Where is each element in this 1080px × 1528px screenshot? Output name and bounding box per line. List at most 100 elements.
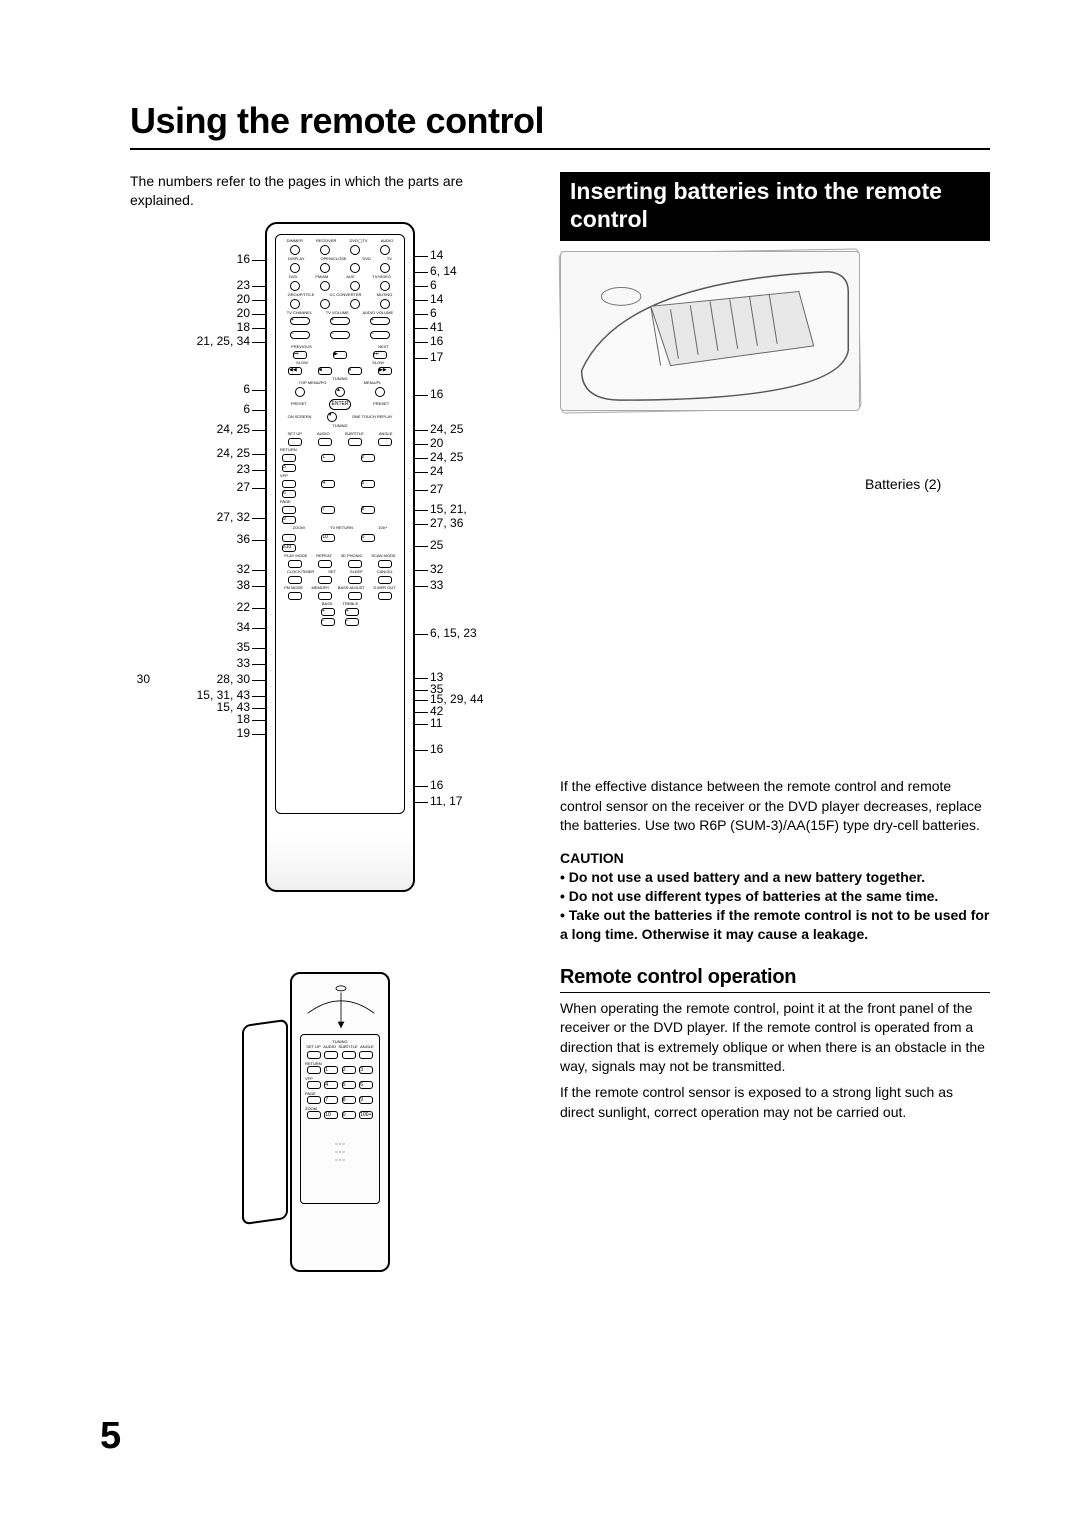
label-audio: AUDIO [381, 239, 394, 243]
label-topmenu: TOP MENU/PG [299, 381, 327, 385]
flip-angle: ANGLE [360, 1044, 374, 1049]
operation-paragraph-1: When operating the remote control, point… [560, 999, 990, 1077]
label-scanmode: SCAN MODE [371, 554, 395, 558]
callout-left: 20 [130, 306, 250, 320]
callout-right: 6 [430, 306, 540, 320]
callout-left: 16 [130, 252, 250, 266]
label-tvreturn: TV RETURN [330, 526, 353, 530]
label-playmode: PLAY MODE [284, 554, 307, 558]
label-onscreen: ON SCREEN [288, 415, 312, 419]
callout-right: 20 [430, 436, 540, 450]
callout-right: 14 [430, 292, 540, 306]
btn-volplus2: + [330, 317, 350, 325]
label-ccconv: CC CONVERTER [329, 293, 361, 297]
callout-right: 14 [430, 248, 540, 262]
two-column-layout: The numbers refer to the pages in which … [130, 172, 990, 1282]
callout-left: 36 [130, 532, 250, 546]
callout-right: 27, 36 [430, 516, 540, 530]
label-aux: AUX [346, 275, 354, 279]
label-next: NEXT [378, 345, 389, 349]
label-dimmer: DIMMER [287, 239, 303, 243]
flip-arrow-icon [296, 980, 386, 1030]
left-column: The numbers refer to the pages in which … [130, 172, 530, 1282]
callout-left: 21, 25, 34 [130, 334, 250, 348]
label-muting: MUTING [377, 293, 393, 297]
flip-panel: TUNING SET UP AUDIO SUBTITLE ANGLE RETUR… [300, 1034, 380, 1204]
label-grouptitle: GROUP/TITLE [288, 293, 315, 297]
label-tvvideo: TV/VIDEO [372, 275, 391, 279]
callout-left: 33 [130, 656, 250, 670]
remote-button-panel: DIMMER RECEIVER DVD◯TV AUDIO DISPLAY OPE… [275, 234, 405, 814]
flip-subtitle: SUBTITLE [338, 1044, 357, 1049]
callout-left: 32 [130, 562, 250, 576]
label-subtitle: SUBTITLE [345, 432, 364, 436]
label-dvd: DVD [362, 257, 370, 261]
label-swfrout: S.WFR OUT [373, 586, 395, 590]
btn-volplus: + [290, 317, 310, 325]
right-column: Inserting batteries into the remote cont… [560, 172, 990, 1282]
label-receiver: RECEIVER [316, 239, 336, 243]
callout-left: 20 [130, 292, 250, 306]
caution-list: Do not use a used battery and a new batt… [560, 868, 990, 944]
callout-right: 16 [430, 387, 540, 401]
battery-fig-3 [560, 251, 860, 411]
remote-body-outline: DIMMER RECEIVER DVD◯TV AUDIO DISPLAY OPE… [265, 222, 415, 892]
label-dvd2: DVD [289, 275, 297, 279]
callout-right: 25 [430, 538, 540, 552]
label-audio2: AUDIO [317, 432, 330, 436]
label-audiovolume: AUDIO VOLUME [362, 311, 393, 315]
callout-left: 38 [130, 578, 250, 592]
label-setup: SET UP [288, 432, 302, 436]
label-sleep: SLEEP [350, 570, 363, 574]
operation-paragraph-2: If the remote control sensor is exposed … [560, 1083, 990, 1122]
callout-left: 22 [130, 600, 250, 614]
label-display: DISPLAY [288, 257, 305, 261]
callout-right: 24, 25 [430, 422, 540, 436]
label-set: SET [328, 570, 336, 574]
intro-text: The numbers refer to the pages in which … [130, 172, 530, 210]
battery-paragraph: If the effective distance between the re… [560, 777, 990, 836]
label-clocktimer: CLOCK/TIMER [287, 570, 314, 574]
callout-left: 24, 25 [130, 422, 250, 436]
callout-right: 15, 21, [430, 502, 540, 516]
label-tvchannel: TV CHANNEL [287, 311, 312, 315]
caution-item: Do not use a used battery and a new batt… [560, 868, 990, 887]
label-bassadjust: BASS ADJUST [338, 586, 365, 590]
callout-left: 27 [130, 480, 250, 494]
label-menupl: MENU/PL [364, 381, 382, 385]
page-number: 5 [100, 1415, 121, 1458]
callout-left: 30 [100, 672, 150, 686]
callout-left: 35 [130, 640, 250, 654]
flip-side-view [242, 1019, 288, 1225]
callout-left: 24, 25 [130, 446, 250, 460]
flip-front-view: TUNING SET UP AUDIO SUBTITLE ANGLE RETUR… [290, 972, 390, 1272]
callout-left: 6 [130, 402, 250, 416]
label-openclose: OPEN/CLOSE [321, 257, 347, 261]
callout-right: 16 [430, 742, 540, 756]
label-tvvolume: TV VOLUME [326, 311, 349, 315]
label-angle: ANGLE [379, 432, 393, 436]
subsection-heading-operation: Remote control operation [560, 966, 990, 993]
battery-insertion-figures: Batteries (2) [560, 251, 990, 771]
callout-right: 6 [430, 278, 540, 292]
callout-right: 24, 25 [430, 450, 540, 464]
label-presetl: PRESET [291, 402, 307, 406]
label-100plus: 100+ [378, 526, 387, 530]
label-bass: BASS [322, 602, 333, 606]
label-presetr: PRESET [373, 402, 389, 406]
callout-left: 27, 32 [130, 510, 250, 524]
label-3dphonic: 3D PHONIC [341, 554, 363, 558]
callout-right: 27 [430, 482, 540, 496]
callout-left: 23 [130, 462, 250, 476]
label-repeat: REPEAT [316, 554, 332, 558]
label-slowr: SLOW [372, 361, 384, 365]
callout-left: 34 [130, 620, 250, 634]
callout-right: 11 [430, 716, 540, 730]
label-cancel: CANCEL [377, 570, 393, 574]
remote-diagram: 162320201821, 25, 346624, 2524, 25232727… [130, 222, 530, 1002]
label-fmmode: FM MODE [284, 586, 303, 590]
callout-right: 6, 14 [430, 264, 540, 278]
callout-right: 11, 17 [430, 794, 540, 808]
label-previous: PREVIOUS [291, 345, 312, 349]
callout-left: 18 [130, 320, 250, 334]
